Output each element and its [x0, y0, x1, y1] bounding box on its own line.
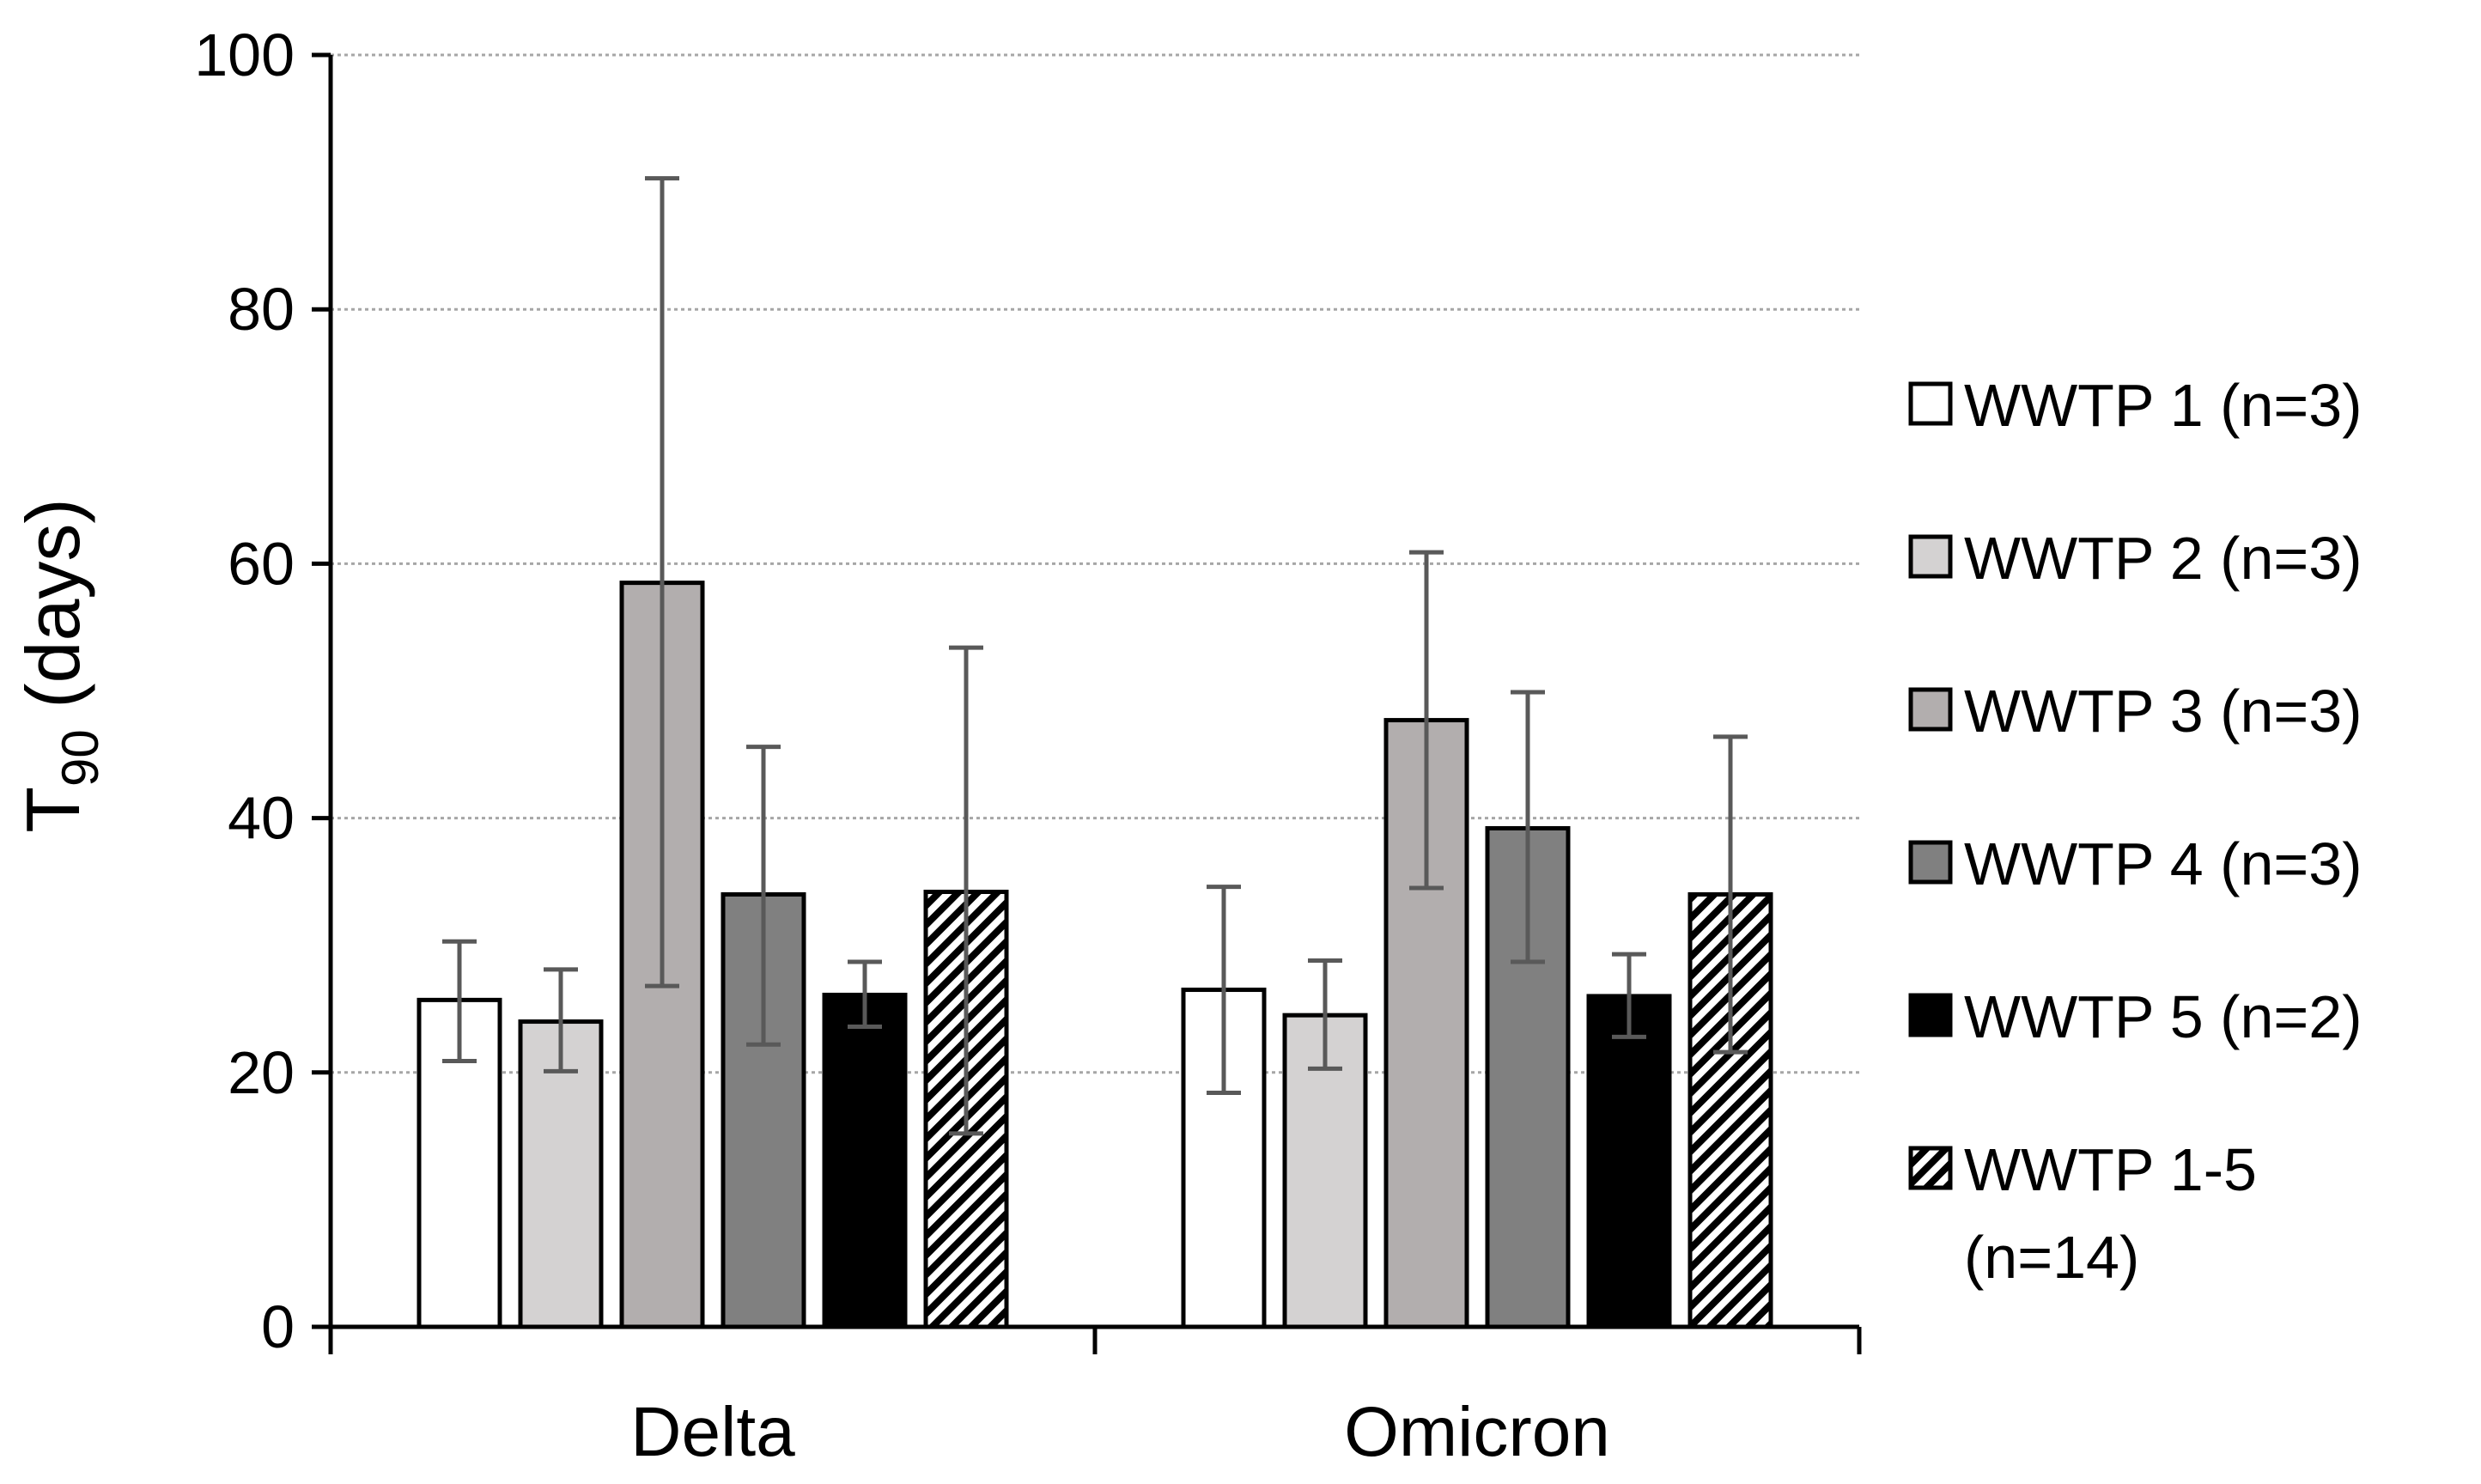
- bar: [1586, 994, 1672, 1329]
- legend-swatch: [1908, 1146, 1953, 1190]
- legend-swatch: [1908, 381, 1953, 426]
- y-axis-title: T90 (days): [10, 498, 109, 832]
- bars: [417, 581, 1773, 1329]
- y-tick-label: 0: [261, 1293, 295, 1360]
- legend-label: WWTP 2 (n=3): [1964, 525, 2362, 592]
- axes: [312, 52, 1862, 1354]
- y-tick-label: 100: [194, 21, 295, 88]
- tick-labels: 0 20 40 60 80 100 Delta Omicron: [194, 21, 1610, 1471]
- legend: WWTP 1 (n=3) WWTP 2 (n=3) WWTP 3 (n=3) WWTP…: [1908, 372, 2362, 1291]
- y-tick-label: 20: [228, 1039, 295, 1106]
- legend-label: WWTP 3 (n=3): [1964, 678, 2362, 745]
- y-axis-title-rest: (days): [10, 498, 95, 729]
- y-tick-label: 60: [228, 530, 295, 597]
- legend-label: WWTP 1 (n=3): [1964, 372, 2362, 439]
- legend-label: WWTP 1-5: [1964, 1136, 2257, 1203]
- legend-label-line2: (n=14): [1964, 1224, 2139, 1291]
- legend-swatch: [1908, 993, 1953, 1037]
- y-axis-title-sub: 90: [52, 729, 109, 787]
- legend-label: WWTP 4 (n=3): [1964, 830, 2362, 897]
- legend-swatch: [1908, 534, 1953, 579]
- bar: [822, 992, 908, 1329]
- y-tick-label: 80: [228, 276, 295, 343]
- y-tick-label: 40: [228, 785, 295, 852]
- legend-label: WWTP 5 (n=2): [1964, 983, 2362, 1050]
- y-axis-title-main: T: [10, 787, 95, 833]
- legend-swatch: [1908, 687, 1953, 732]
- x-category-label: Omicron: [1344, 1393, 1610, 1471]
- x-category-label: Delta: [630, 1393, 795, 1471]
- error-bars: [442, 176, 1748, 1136]
- legend-swatch: [1908, 840, 1953, 885]
- gridlines: [331, 53, 1859, 1074]
